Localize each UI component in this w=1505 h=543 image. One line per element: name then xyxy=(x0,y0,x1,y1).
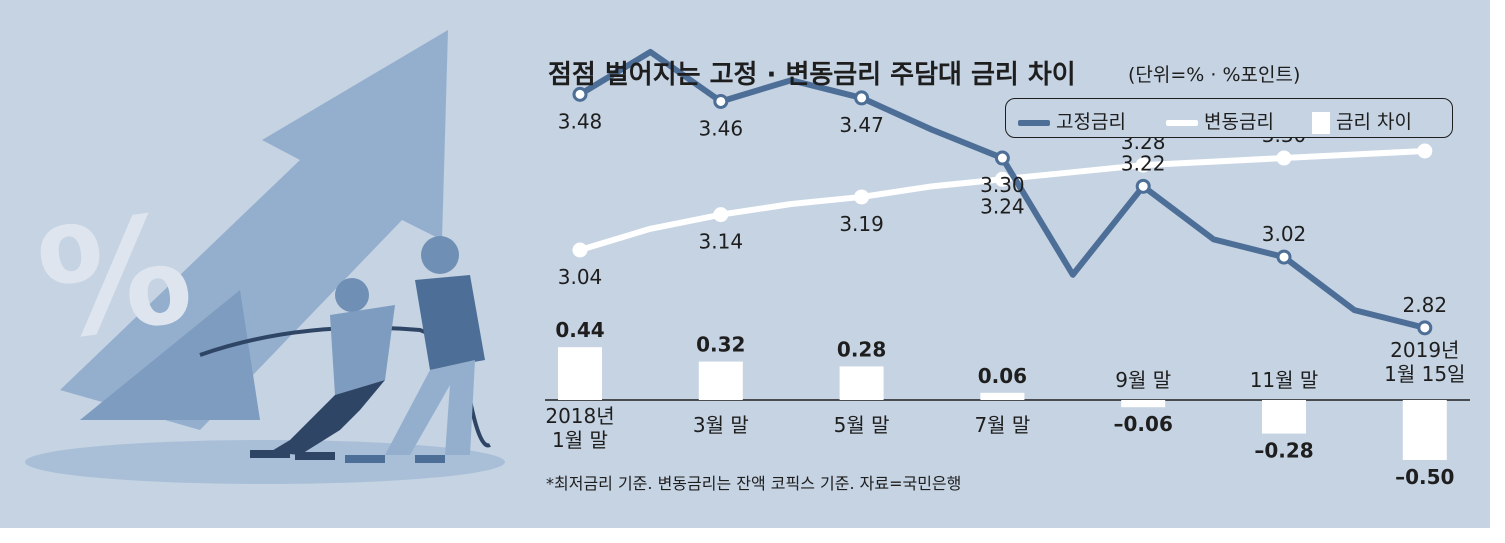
fixed-rate-label: 3.02 xyxy=(1262,222,1307,246)
category-label: 2018년 1월 말 xyxy=(545,404,614,452)
chart-footnote: *최저금리 기준. 변동금리는 잔액 코픽스 기준. 자료=국민은행 xyxy=(546,474,962,493)
fixed-rate-label: 2.82 xyxy=(1403,293,1448,317)
category-label-line: 1월 15일 xyxy=(1384,362,1465,386)
category-label-line: 11월 말 xyxy=(1250,368,1319,392)
variable-rate-label: 3.14 xyxy=(699,230,744,254)
gap-bar xyxy=(1402,400,1447,460)
arrow-shadow xyxy=(80,290,260,420)
fixed-rate-marker xyxy=(572,86,588,102)
legend-item-gap: 금리 차이 xyxy=(1312,107,1412,134)
chart-title: 점점 벌어지는 고정 · 변동금리 주담대 금리 차이 xyxy=(548,60,1076,90)
category-label: 2019년 1월 15일 xyxy=(1384,338,1465,386)
category-label-line: 7월 말 xyxy=(974,413,1030,437)
gap-bar-label: –0.06 xyxy=(1114,412,1173,436)
legend-label-fixed: 고정금리 xyxy=(1056,111,1126,133)
fixed-rate-label: 3.46 xyxy=(699,116,744,140)
legend-label-gap: 금리 차이 xyxy=(1336,111,1412,133)
variable-rate-marker xyxy=(572,242,588,258)
variable-rate-label: 3.04 xyxy=(558,265,603,289)
category-label-line: 3월 말 xyxy=(693,413,749,437)
variable-rate-marker xyxy=(994,171,1010,187)
gap-bar-label: 0.28 xyxy=(837,337,886,361)
category-label: 3월 말 xyxy=(693,413,749,437)
gap-bar xyxy=(698,361,743,400)
category-label-line: 1월 말 xyxy=(552,428,608,452)
percent-sign-icon: % xyxy=(28,182,201,375)
person-back-icon xyxy=(345,236,485,463)
person-front-icon xyxy=(250,278,395,460)
chart-unit-note: (단위=% · %포인트) xyxy=(1128,64,1301,86)
fixed-rate-label: 3.47 xyxy=(839,113,884,137)
fixed-rate-label: 3.30 xyxy=(980,173,1025,197)
category-label-line: 5월 말 xyxy=(834,413,890,437)
legend-item-fixed: 고정금리 xyxy=(1018,107,1126,134)
category-label: 7월 말 xyxy=(974,413,1030,437)
fixed-rate-marker xyxy=(1417,320,1433,336)
gap-bar xyxy=(1262,400,1306,434)
fixed-rate-marker xyxy=(994,150,1010,166)
variable-rate-marker xyxy=(1417,143,1433,159)
category-label: 11월 말 xyxy=(1250,368,1319,392)
legend-swatch-variable xyxy=(1166,119,1198,126)
rising-arrow-icon xyxy=(60,30,448,430)
variable-rate-marker xyxy=(1135,157,1151,173)
legend-item-variable: 변동금리 xyxy=(1166,107,1274,134)
legend-swatch-gap xyxy=(1312,111,1330,134)
gap-bar-label: 0.44 xyxy=(555,318,604,342)
gap-bar-label: –0.28 xyxy=(1254,439,1313,463)
fixed-rate-marker xyxy=(1276,249,1292,265)
gap-bar xyxy=(839,366,884,400)
category-label: 5월 말 xyxy=(834,413,890,437)
gap-bar-label: 0.06 xyxy=(978,364,1027,388)
ground-shadow xyxy=(25,440,505,484)
category-label-line: 9월 말 xyxy=(1115,368,1171,392)
gap-bar xyxy=(1121,400,1166,408)
chart-legend: 고정금리 변동금리 금리 차이 xyxy=(1005,98,1453,138)
gap-bar xyxy=(558,347,602,400)
category-label: 9월 말 xyxy=(1115,368,1171,392)
fixed-rate-marker xyxy=(1135,178,1151,194)
category-label-line: 2019년 xyxy=(1390,338,1459,362)
variable-rate-marker xyxy=(713,207,729,223)
variable-rate-label: 3.19 xyxy=(839,212,884,236)
gap-bar-label: –0.50 xyxy=(1395,465,1454,489)
fixed-rate-label: 3.22 xyxy=(1121,151,1166,175)
gap-bar-label: 0.32 xyxy=(696,333,745,357)
variable-rate-marker xyxy=(854,189,870,205)
variable-rate-label: 3.24 xyxy=(980,194,1025,218)
variable-rate-marker xyxy=(1276,150,1292,166)
fixed-rate-marker xyxy=(854,90,870,106)
legend-label-variable: 변동금리 xyxy=(1204,111,1274,133)
tug-of-war-illustration: % xyxy=(25,30,505,484)
fixed-rate-label: 3.48 xyxy=(558,109,603,133)
category-label-line: 2018년 xyxy=(545,404,614,428)
gap-bar xyxy=(980,392,1025,400)
fixed-rate-marker xyxy=(713,93,729,109)
legend-swatch-fixed xyxy=(1018,119,1050,126)
